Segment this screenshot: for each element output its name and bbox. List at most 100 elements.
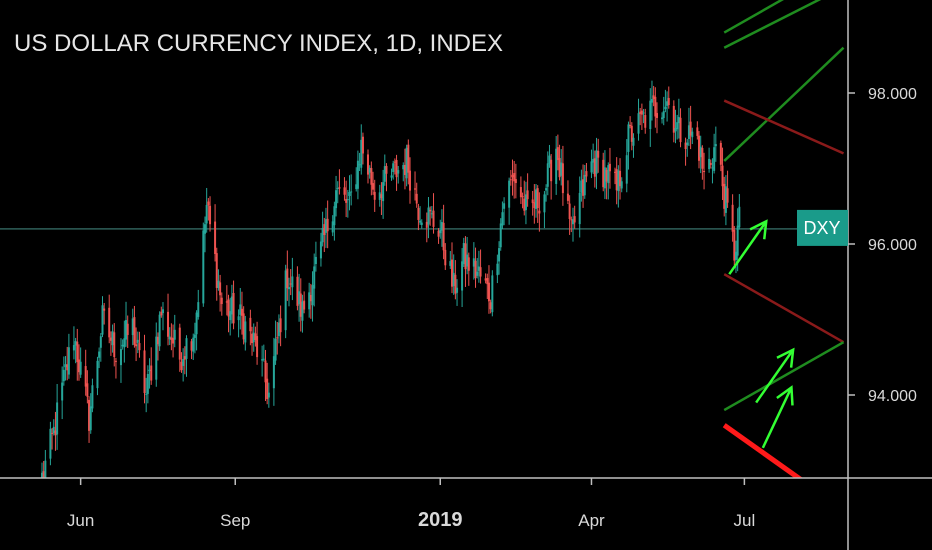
candle xyxy=(89,393,92,434)
candle xyxy=(160,306,163,318)
candle xyxy=(54,411,57,451)
green-trendline[interactable] xyxy=(723,341,845,412)
candle xyxy=(417,203,420,231)
candle xyxy=(146,365,149,404)
candle xyxy=(76,328,79,381)
candle xyxy=(108,294,111,344)
candle xyxy=(230,284,233,324)
symbol-badge[interactable] xyxy=(797,209,848,246)
green-arrow[interactable] xyxy=(761,385,794,449)
candle xyxy=(98,347,101,369)
candle xyxy=(272,337,275,406)
candle xyxy=(217,269,220,291)
candle xyxy=(503,197,506,226)
candle xyxy=(64,356,67,381)
candle xyxy=(608,147,611,189)
candle xyxy=(578,176,581,238)
candle xyxy=(133,305,136,348)
candle xyxy=(627,121,630,170)
x-tick-label: Apr xyxy=(578,511,605,530)
candle xyxy=(286,250,289,301)
dark-red-trendline[interactable] xyxy=(723,99,845,155)
x-tick-label: 2019 xyxy=(418,509,463,531)
candle xyxy=(358,152,361,171)
candle xyxy=(472,242,475,280)
candle xyxy=(496,254,499,284)
candle xyxy=(392,160,395,180)
candle xyxy=(519,176,522,204)
candle xyxy=(605,167,608,200)
candle xyxy=(136,331,139,354)
candle xyxy=(699,135,702,174)
dark-red-trendline[interactable] xyxy=(723,273,845,344)
candle xyxy=(429,206,432,226)
candle xyxy=(215,247,218,301)
candle xyxy=(277,314,280,344)
green-arrow[interactable] xyxy=(755,347,795,404)
symbol-badge-label: DXY xyxy=(803,218,840,238)
candle xyxy=(52,419,55,436)
candle xyxy=(545,184,548,202)
candle xyxy=(251,326,254,356)
candle xyxy=(303,291,306,314)
candle xyxy=(225,285,228,316)
candle xyxy=(170,323,173,351)
green-trendline[interactable] xyxy=(723,0,843,34)
candle xyxy=(652,85,655,107)
candle xyxy=(593,150,596,188)
candle xyxy=(370,161,373,196)
candle xyxy=(637,98,640,141)
candle xyxy=(195,310,198,351)
candle xyxy=(420,219,423,229)
candle xyxy=(249,309,252,346)
candle xyxy=(566,180,569,205)
candle xyxy=(558,144,561,181)
candle xyxy=(476,258,479,279)
candle xyxy=(350,174,353,206)
candle xyxy=(640,103,643,130)
green-trendline[interactable] xyxy=(723,0,843,49)
candle xyxy=(666,91,669,122)
candle xyxy=(279,305,282,347)
candle xyxy=(477,250,480,283)
candle xyxy=(72,326,75,360)
candle xyxy=(511,159,514,196)
candle xyxy=(419,206,422,225)
candle xyxy=(51,427,54,450)
candle xyxy=(535,183,538,218)
candle xyxy=(630,122,633,151)
green-arrow[interactable] xyxy=(728,219,768,275)
candle xyxy=(119,338,122,383)
candle xyxy=(232,280,235,330)
candle xyxy=(509,170,512,186)
candle xyxy=(487,265,490,314)
candle xyxy=(172,324,175,358)
candle xyxy=(150,347,153,385)
candle xyxy=(440,209,443,247)
candle xyxy=(49,421,52,466)
candle xyxy=(449,251,452,269)
candle xyxy=(546,151,549,196)
candle xyxy=(464,236,467,287)
candle xyxy=(311,271,314,322)
chart-title: US DOLLAR CURRENCY INDEX, 1D, INDEX xyxy=(14,30,503,57)
candle xyxy=(143,334,146,404)
candle xyxy=(738,194,741,230)
candle xyxy=(486,273,489,299)
candle xyxy=(121,339,124,350)
candle xyxy=(254,326,257,347)
candle xyxy=(202,222,205,307)
candle xyxy=(378,184,381,207)
candle xyxy=(242,306,245,345)
candle xyxy=(395,154,398,191)
candle xyxy=(405,144,408,187)
candle xyxy=(570,216,573,233)
candle xyxy=(676,114,679,140)
candle xyxy=(309,283,312,319)
candle xyxy=(719,140,722,172)
green-trendline[interactable] xyxy=(723,46,845,162)
candle xyxy=(484,273,487,284)
candle xyxy=(145,377,148,413)
candle xyxy=(266,362,269,405)
